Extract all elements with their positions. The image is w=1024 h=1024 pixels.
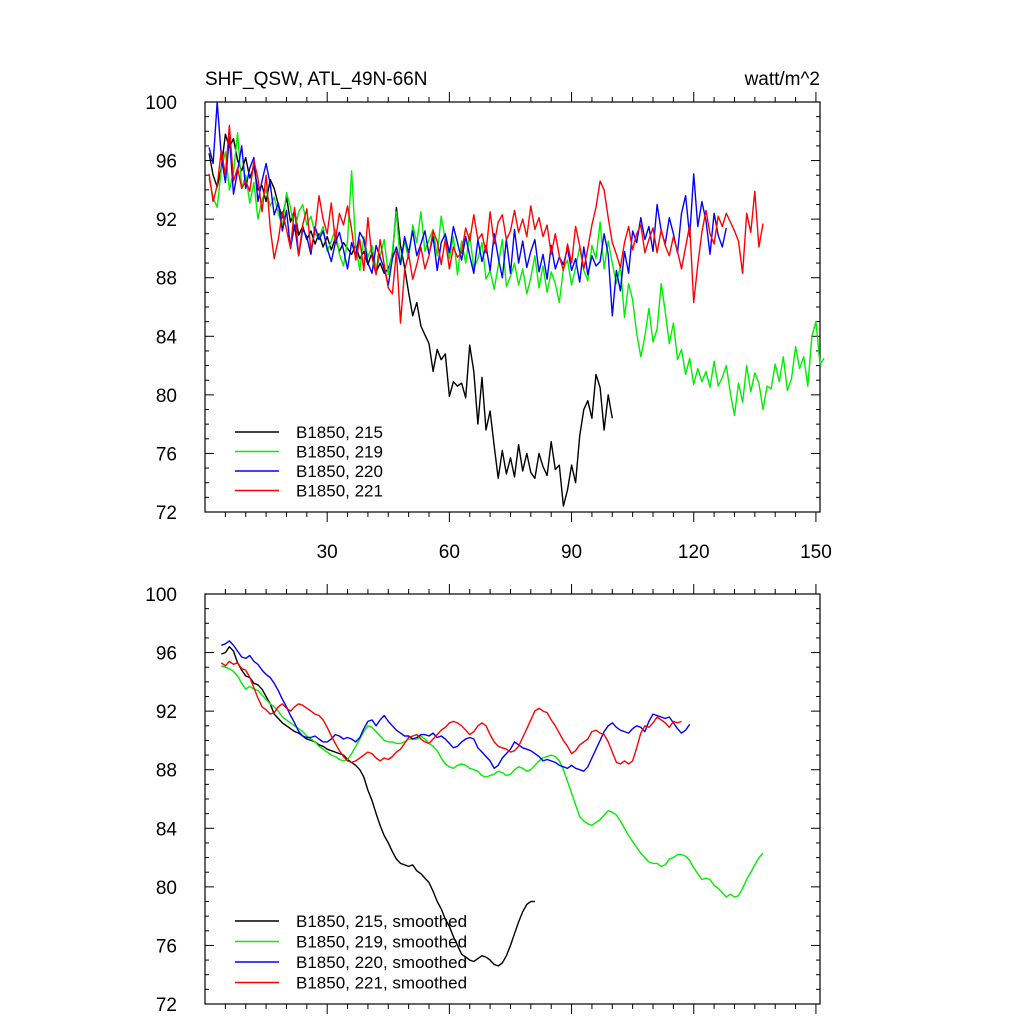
x-tick-label: 60 (439, 542, 460, 563)
series-line-1 (208, 133, 613, 507)
legend-label: B1850, 221, smoothed (296, 974, 467, 993)
y-tick-label: 88 (156, 761, 177, 782)
y-tick-label: 76 (156, 936, 177, 957)
legend-label: B1850, 215 (296, 423, 383, 442)
y-tick-label: 88 (156, 269, 177, 290)
y-tick-label: 76 (156, 444, 177, 465)
legend-label: B1850, 215, smoothed (296, 912, 467, 931)
axes: 72 76 80 84 88 92 96 100 (145, 584, 820, 1016)
y-tick-label: 96 (156, 644, 177, 665)
legend-label: B1850, 219 (296, 443, 383, 462)
legend-label: B1850, 219, smoothed (296, 933, 467, 952)
x-tick-label: 90 (561, 542, 582, 563)
y-tick-label: 100 (145, 585, 177, 606)
legend-label: B1850, 220, smoothed (296, 953, 467, 972)
x-tick-label: 30 (317, 542, 338, 563)
series-line-2 (208, 131, 825, 417)
y-tick-label: 84 (156, 327, 178, 348)
series-line-3 (208, 101, 727, 317)
x-tick-label: 120 (678, 542, 710, 563)
y-tick-label: 80 (156, 386, 177, 407)
y-tick-label: 84 (156, 819, 178, 840)
legend-label: B1850, 220 (296, 462, 383, 481)
chart-title: SHF_QSW, ATL_49N-66N (205, 69, 427, 90)
units-label: watt/m^2 (744, 69, 820, 90)
x-tick-label: 150 (800, 542, 832, 563)
series-line-4 (208, 124, 764, 324)
y-tick-label: 80 (156, 878, 177, 899)
series-line-3 (221, 640, 691, 772)
y-tick-label: 72 (156, 503, 177, 524)
y-tick-label: 72 (156, 995, 177, 1016)
top-panel: SHF_QSW, ATL_49N-66N watt/m^2 72 76 80 84 88… (145, 69, 831, 563)
series-line-2 (221, 665, 764, 898)
legend: B1850, 215, smoothed B1850, 219, smoothed… (235, 912, 467, 993)
series-line-4 (220, 660, 682, 765)
y-tick-label: 92 (156, 210, 177, 231)
y-tick-label: 92 (156, 702, 177, 723)
legend-label: B1850, 221 (296, 482, 383, 501)
y-tick-label: 100 (145, 93, 177, 114)
series-lines (208, 101, 825, 507)
axes: 72 76 80 84 88 92 96 100 30 60 90 120 150 (145, 92, 832, 563)
y-tick-label: 96 (156, 152, 177, 173)
series-lines (220, 640, 764, 967)
